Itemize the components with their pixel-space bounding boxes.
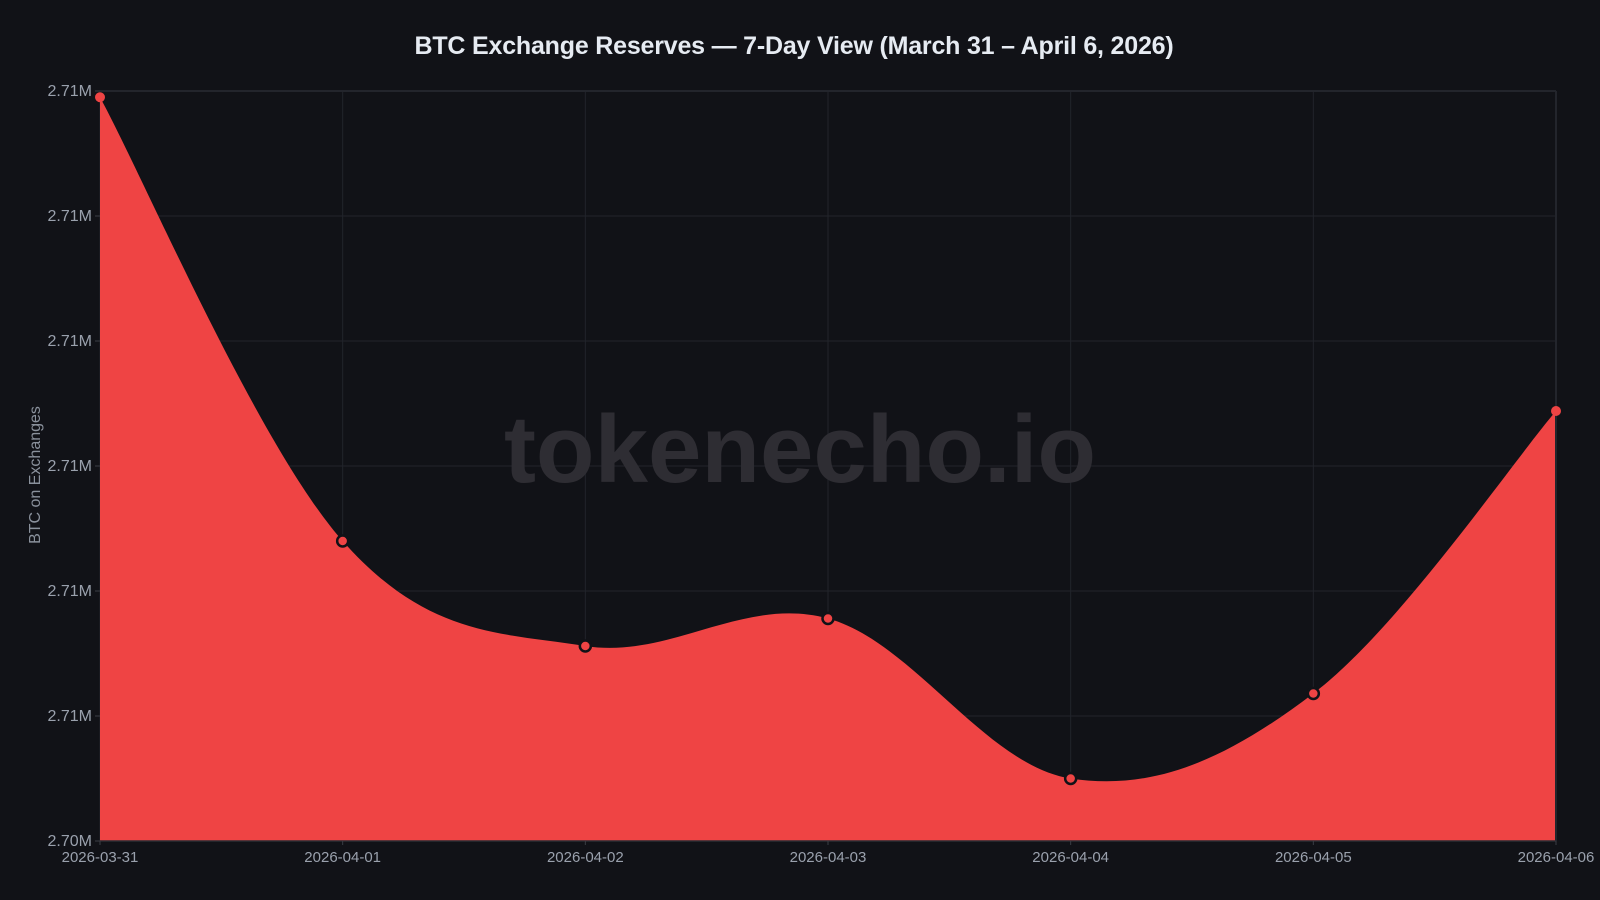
y-axis-ticks: 2.70M 2.71M 2.71M 2.71M 2.71M 2.71M 2.71M	[48, 83, 100, 850]
y-tick-label: 2.71M	[48, 458, 92, 475]
y-tick-label: 2.71M	[48, 708, 92, 725]
watermark: tokenecho.io	[504, 396, 1096, 503]
x-tick-label: 2026-04-03	[790, 849, 867, 866]
data-point-marker	[1551, 406, 1561, 416]
x-tick-label: 2026-04-02	[547, 849, 624, 866]
x-tick-label: 2026-04-04	[1032, 849, 1109, 866]
area-series	[100, 97, 1556, 841]
y-tick-label: 2.71M	[48, 583, 92, 600]
data-point-marker	[335, 534, 350, 548]
data-point-marker	[1306, 686, 1321, 701]
data-point-marker	[821, 611, 835, 626]
y-tick-label: 2.70M	[48, 833, 92, 850]
data-markers	[95, 92, 1561, 786]
data-point-marker	[95, 92, 105, 103]
data-point-marker	[578, 639, 593, 653]
x-tick-label: 2026-04-05	[1275, 849, 1352, 866]
y-tick-label: 2.71M	[48, 83, 92, 100]
chart-title: BTC Exchange Reserves — 7-Day View (Marc…	[414, 32, 1174, 60]
y-tick-label: 2.71M	[48, 208, 92, 225]
x-axis-ticks: 2026-03-31 2026-04-01 2026-04-02 2026-04-03…	[62, 841, 1595, 866]
x-tick-label: 2026-04-01	[304, 849, 381, 866]
y-tick-label: 2.71M	[48, 333, 92, 350]
x-tick-label: 2026-04-06	[1518, 849, 1595, 866]
y-axis-label: BTC on Exchanges	[27, 406, 44, 544]
data-point-marker	[1063, 771, 1078, 786]
x-tick-label: 2026-03-31	[62, 849, 139, 866]
